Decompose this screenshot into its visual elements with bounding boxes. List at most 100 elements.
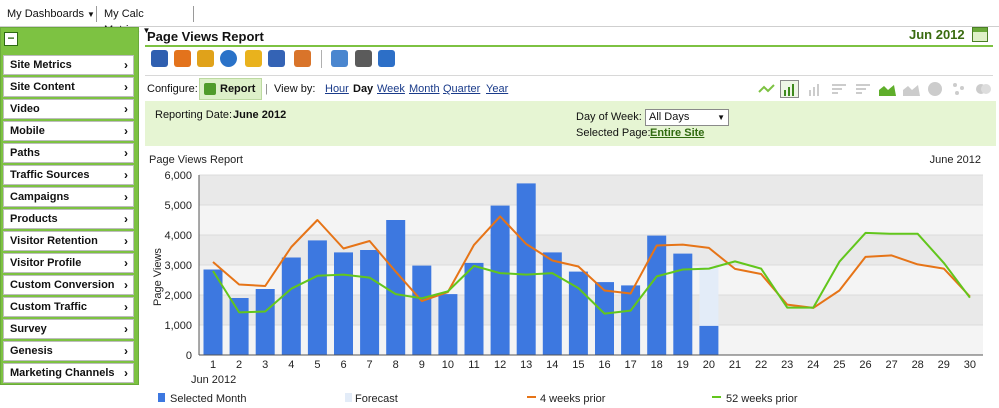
nav-item-mobile[interactable]: Mobile › (3, 121, 134, 141)
dashboard-add-icon[interactable] (220, 50, 237, 67)
chevron-down-icon: ▼ (87, 10, 95, 19)
nav-item-label: Traffic Sources (10, 169, 90, 181)
overlap-icon[interactable] (974, 80, 993, 98)
collapse-icon[interactable]: − (4, 32, 18, 46)
y-tick-label: 6,000 (164, 170, 192, 182)
nav-item-marketing-channels[interactable]: Marketing Channels › (3, 363, 134, 383)
x-tick-label: 24 (807, 359, 819, 371)
nav-item-products[interactable]: Products › (3, 209, 134, 229)
view-by-year[interactable]: Year (486, 83, 509, 95)
chevron-down-icon: ▼ (717, 113, 725, 122)
stacked-area-icon[interactable] (902, 80, 921, 98)
email-icon[interactable] (174, 50, 191, 67)
selected-page-link[interactable]: Entire Site (650, 127, 705, 139)
selected-month-bar (360, 250, 380, 355)
nav-item-site-content[interactable]: Site Content › (3, 77, 134, 97)
edit-icon[interactable] (331, 50, 348, 67)
nav-item-label: Site Metrics (10, 59, 72, 71)
selected-month-bar (386, 220, 406, 355)
stacked-bar-icon[interactable] (805, 80, 824, 98)
report-button[interactable]: Report (199, 78, 262, 100)
nav-item-genesis[interactable]: Genesis › (3, 341, 134, 361)
stack-icon[interactable] (268, 50, 285, 67)
x-tick-label: 29 (938, 359, 950, 371)
print-icon[interactable] (355, 50, 372, 67)
nav-item-campaigns[interactable]: Campaigns › (3, 187, 134, 207)
nav-item-label: Visitor Profile (10, 257, 82, 269)
x-axis-label: Jun 2012 (191, 374, 236, 386)
horizontal-bar-icon[interactable] (830, 80, 849, 98)
x-tick-label: 28 (912, 359, 924, 371)
view-by-hour[interactable]: Hour (325, 83, 349, 95)
view-by-quarter[interactable]: Quarter (443, 83, 481, 95)
alert-icon[interactable] (245, 50, 262, 67)
legend-label-four-weeks-prior: 4 weeks prior (540, 393, 606, 405)
chevron-right-icon: › (124, 256, 128, 270)
nav-item-visitor-retention[interactable]: Visitor Retention › (3, 231, 134, 251)
x-tick-label: 22 (755, 359, 767, 371)
y-tick-label: 3,000 (164, 260, 192, 272)
nav-item-survey[interactable]: Survey › (3, 319, 134, 339)
nav-item-traffic-sources[interactable]: Traffic Sources › (3, 165, 134, 185)
nav-item-visitor-profile[interactable]: Visitor Profile › (3, 253, 134, 273)
nav-item-label: Site Content (10, 81, 75, 93)
selected-month-bar (699, 325, 719, 355)
nav-item-site-metrics[interactable]: Site Metrics › (3, 55, 134, 75)
selected-month-bar (490, 205, 510, 355)
chevron-right-icon: › (124, 278, 128, 292)
chevron-right-icon: › (124, 124, 128, 138)
chart-subtitle: June 2012 (930, 154, 981, 166)
y-tick-label: 0 (186, 350, 192, 362)
pie-icon[interactable] (926, 80, 945, 98)
view-by-week[interactable]: Week (377, 83, 405, 95)
y-tick-label: 5,000 (164, 200, 192, 212)
calendar-icon[interactable] (972, 27, 988, 42)
nav-item-label: Mobile (10, 125, 45, 137)
x-tick-label: 8 (393, 359, 399, 371)
nav-item-label: Custom Traffic (10, 301, 88, 313)
x-tick-label: 19 (677, 359, 689, 371)
view-by-day[interactable]: Day (353, 83, 374, 95)
day-of-week-select[interactable]: All Days ▼ (645, 109, 729, 126)
toolbar-divider (321, 50, 322, 68)
chart-title: Page Views Report (149, 154, 243, 166)
bookmark-icon[interactable] (197, 50, 214, 67)
selected-month-bar (229, 298, 249, 355)
view-by-month[interactable]: Month (409, 83, 440, 95)
nav-item-video[interactable]: Video › (3, 99, 134, 119)
chevron-down-icon: ▼ (142, 26, 151, 35)
stacked-horizontal-icon[interactable] (854, 80, 873, 98)
selected-month-bar (255, 289, 275, 355)
nav-item-label: Custom Conversion (10, 279, 115, 291)
legend-label-selected-month: Selected Month (170, 393, 246, 405)
nav-item-label: Paths (10, 147, 40, 159)
toolbar-divider-line (145, 75, 993, 76)
top-bar: My Dashboards▼ My Calc Metrics▼ (0, 0, 999, 36)
x-tick-label: 21 (729, 359, 741, 371)
nav-item-label: Products (10, 213, 58, 225)
selected-month-bar (438, 294, 458, 355)
chevron-right-icon: › (124, 190, 128, 204)
bar-chart-icon[interactable] (780, 80, 799, 98)
x-tick-label: 18 (651, 359, 663, 371)
trend-line-icon[interactable] (757, 80, 776, 98)
nav-item-custom-traffic[interactable]: Custom Traffic › (3, 297, 134, 317)
nav-item-paths[interactable]: Paths › (3, 143, 134, 163)
filter-band (145, 101, 996, 146)
export-icon[interactable] (294, 50, 311, 67)
y-tick-label: 4,000 (164, 230, 192, 242)
dashboards-dropdown[interactable]: My Dashboards ▼ (3, 6, 97, 22)
x-tick-label: 13 (520, 359, 532, 371)
area-icon[interactable] (878, 80, 897, 98)
x-tick-label: 16 (598, 359, 610, 371)
x-tick-label: 26 (859, 359, 871, 371)
chevron-right-icon: › (124, 322, 128, 336)
download-icon[interactable] (151, 50, 168, 67)
nav-item-label: Campaigns (10, 191, 70, 203)
x-tick-label: 27 (885, 359, 897, 371)
plot-band (199, 175, 983, 205)
new-window-icon[interactable] (378, 50, 395, 67)
nav-item-custom-conversion[interactable]: Custom Conversion › (3, 275, 134, 295)
selected-month-bar (281, 257, 301, 355)
scatter-icon[interactable] (950, 80, 969, 98)
